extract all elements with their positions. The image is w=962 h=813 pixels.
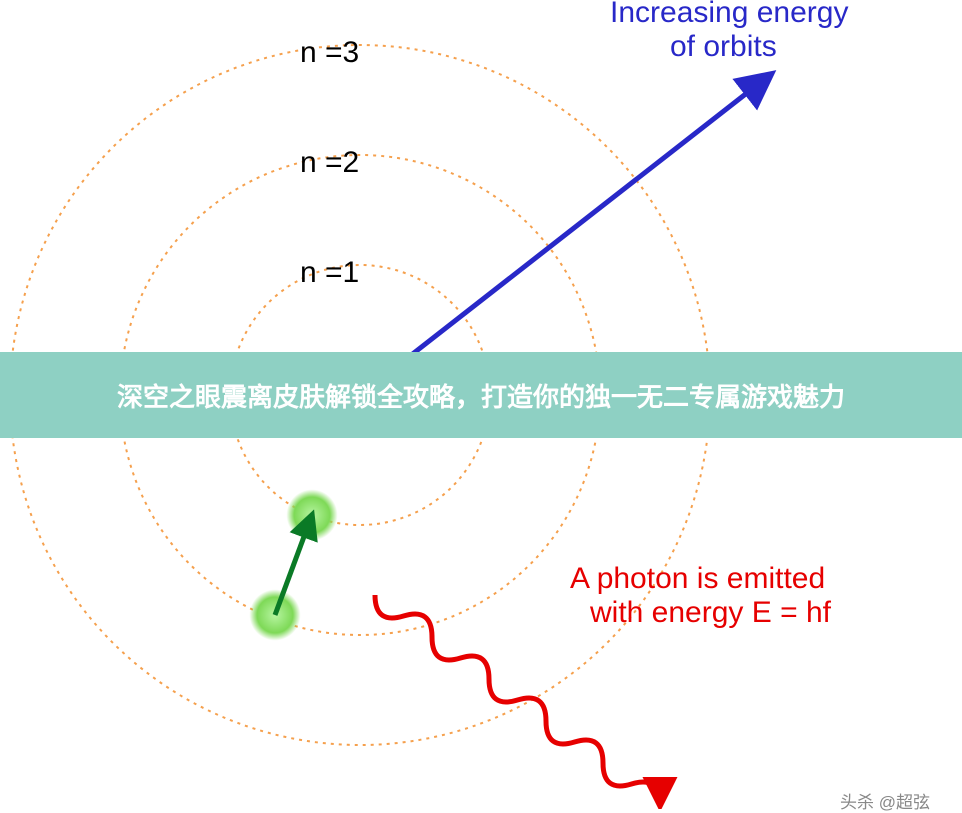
orbit-labels: n =1 n =2 n =3	[300, 36, 359, 289]
watermark: 头杀 @超弦	[840, 788, 930, 813]
photon-label-line2: with energy E = hf	[589, 596, 832, 629]
orbit-label-n1: n =1	[300, 256, 359, 289]
energy-label-line1: Increasing energy	[610, 0, 848, 29]
orbit-label-n3: n =3	[300, 36, 359, 69]
photon-label-line1: A photon is emitted	[570, 562, 825, 595]
watermark-text: 头杀 @超弦	[840, 793, 930, 812]
overlay-text: 深空之眼震离皮肤解锁全攻略，打造你的独一无二专属游戏魅力	[117, 377, 845, 414]
energy-arrow	[360, 75, 770, 395]
overlay-banner: 深空之眼震离皮肤解锁全攻略，打造你的独一无二专属游戏魅力	[0, 352, 962, 438]
orbit-label-n2: n =2	[300, 146, 359, 179]
energy-label-line2: of orbits	[670, 30, 777, 63]
